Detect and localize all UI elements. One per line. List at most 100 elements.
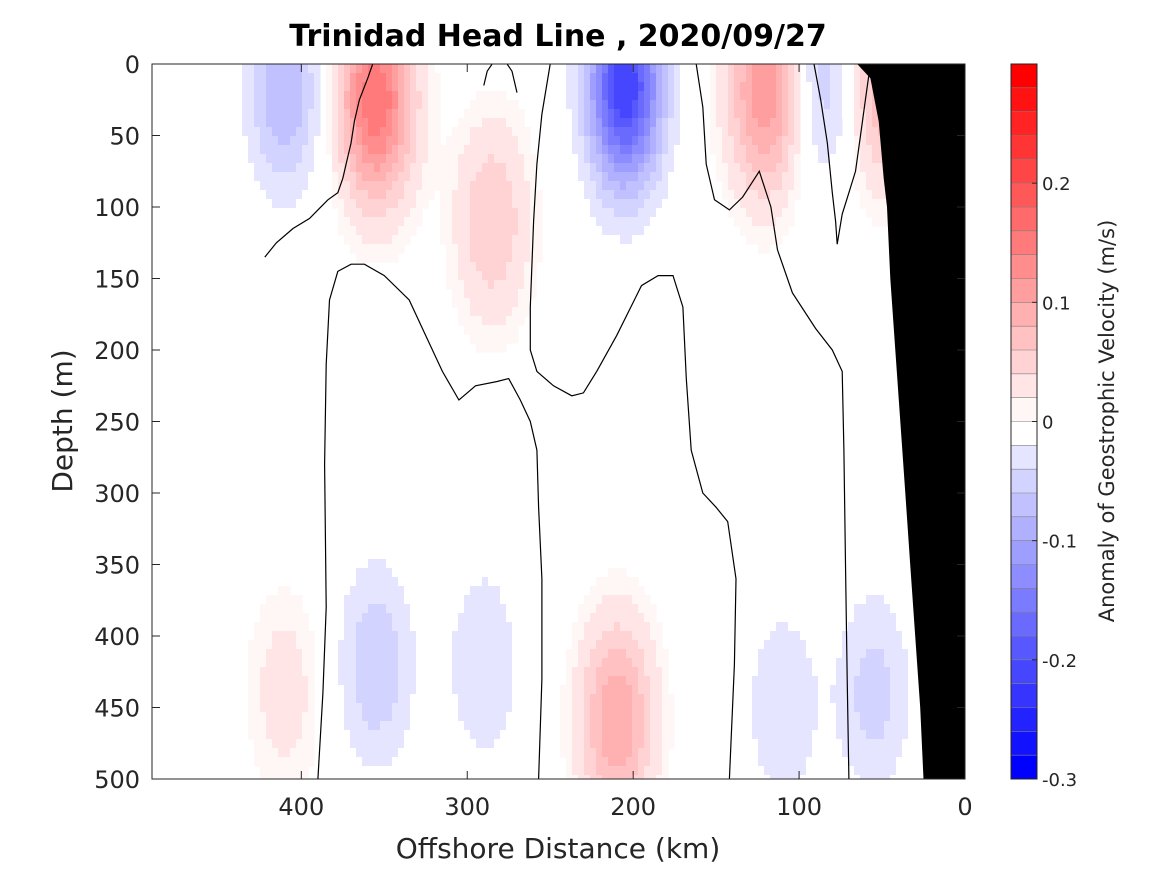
field-cell — [512, 298, 519, 308]
field-cell — [260, 667, 267, 677]
field-cell — [482, 586, 489, 596]
field-cell — [590, 73, 597, 83]
field-cell — [476, 235, 483, 245]
field-cell — [716, 136, 723, 146]
field-cell — [506, 640, 513, 650]
field-cell — [524, 217, 531, 227]
field-cell — [872, 766, 879, 776]
field-cell — [356, 145, 363, 155]
field-cell — [458, 721, 465, 731]
field-cell — [884, 766, 891, 776]
field-cell — [662, 703, 669, 713]
field-cell — [482, 577, 489, 587]
field-cell — [842, 640, 849, 650]
field-cell — [254, 181, 261, 191]
field-cell — [278, 64, 285, 74]
field-cell — [602, 685, 609, 695]
field-cell — [584, 640, 591, 650]
field-cell — [476, 226, 483, 236]
field-cell — [476, 127, 483, 137]
field-cell — [728, 118, 735, 128]
field-cell — [458, 568, 465, 578]
field-cell — [788, 649, 795, 659]
field-cell — [770, 730, 777, 740]
field-cell — [398, 109, 405, 119]
field-cell — [884, 775, 891, 779]
field-cell — [380, 172, 387, 182]
field-cell — [308, 82, 315, 92]
field-cell — [500, 100, 507, 110]
field-cell — [302, 649, 309, 659]
field-cell — [410, 145, 417, 155]
field-cell — [860, 181, 867, 191]
field-cell — [368, 622, 375, 632]
field-cell — [860, 649, 867, 659]
field-cell — [674, 163, 681, 173]
field-cell — [632, 217, 639, 227]
field-cell — [518, 208, 525, 218]
field-cell — [494, 586, 501, 596]
field-cell — [506, 154, 513, 164]
field-cell — [494, 118, 501, 128]
field-cell — [824, 739, 831, 749]
field-cell — [740, 217, 747, 227]
field-cell — [314, 73, 321, 83]
field-cell — [662, 667, 669, 677]
field-cell — [422, 172, 429, 182]
field-cell — [260, 127, 267, 137]
field-cell — [578, 631, 585, 641]
field-cell — [632, 658, 639, 668]
field-cell — [296, 208, 303, 218]
field-cell — [626, 199, 633, 209]
field-cell — [494, 550, 501, 560]
field-cell — [656, 118, 663, 128]
field-cell — [806, 667, 813, 677]
field-cell — [482, 127, 489, 137]
field-cell — [866, 145, 873, 155]
field-cell — [494, 307, 501, 317]
field-cell — [764, 226, 771, 236]
field-cell — [284, 154, 291, 164]
field-cell — [488, 235, 495, 245]
field-cell — [794, 82, 801, 92]
field-cell — [500, 235, 507, 245]
field-cell — [422, 613, 429, 623]
field-cell — [764, 694, 771, 704]
field-cell — [290, 613, 297, 623]
field-cell — [908, 631, 915, 641]
field-cell — [512, 640, 519, 650]
field-cell — [386, 136, 393, 146]
field-cell — [578, 136, 585, 146]
field-cell — [506, 316, 513, 326]
field-cell — [458, 307, 465, 317]
field-cell — [248, 118, 255, 128]
field-cell — [614, 109, 621, 119]
field-cell — [482, 91, 489, 101]
field-cell — [620, 163, 627, 173]
field-cell — [770, 181, 777, 191]
field-cell — [494, 631, 501, 641]
field-cell — [374, 757, 381, 767]
field-cell — [278, 649, 285, 659]
field-cell — [500, 703, 507, 713]
field-cell — [626, 712, 633, 722]
field-cell — [620, 208, 627, 218]
field-cell — [734, 109, 741, 119]
field-cell — [776, 676, 783, 686]
field-cell — [842, 595, 849, 605]
field-cell — [794, 73, 801, 83]
field-cell — [314, 109, 321, 119]
field-cell — [776, 181, 783, 191]
field-cell — [458, 748, 465, 758]
field-cell — [398, 244, 405, 254]
field-cell — [488, 739, 495, 749]
field-cell — [824, 127, 831, 137]
field-cell — [296, 595, 303, 605]
field-cell — [662, 775, 669, 779]
field-cell — [230, 73, 237, 83]
field-cell — [818, 154, 825, 164]
field-cell — [506, 739, 513, 749]
field-cell — [302, 73, 309, 83]
field-cell — [758, 730, 765, 740]
field-cell — [500, 343, 507, 353]
